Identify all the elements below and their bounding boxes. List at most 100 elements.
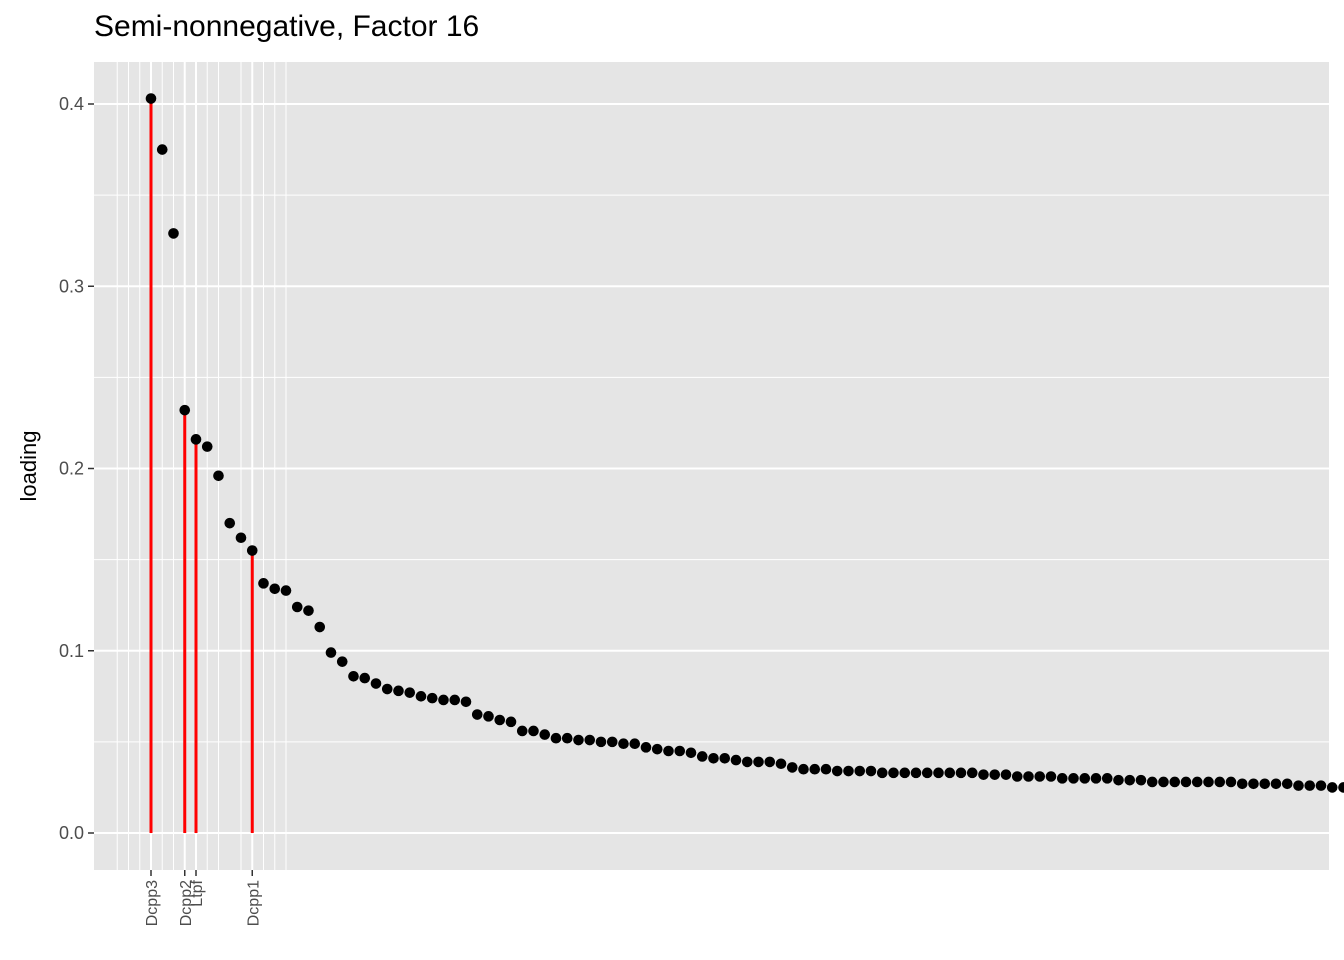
data-point bbox=[1180, 776, 1192, 788]
data-point bbox=[663, 745, 674, 757]
data-point bbox=[550, 732, 562, 744]
data-point bbox=[291, 601, 303, 613]
data-point bbox=[1000, 769, 1012, 780]
data-point bbox=[1011, 771, 1023, 782]
data-point bbox=[775, 758, 787, 770]
data-point bbox=[426, 692, 438, 704]
data-point bbox=[269, 583, 281, 595]
data-point bbox=[1304, 780, 1316, 791]
data-point bbox=[1169, 776, 1181, 788]
data-point bbox=[831, 765, 843, 777]
data-point bbox=[921, 767, 933, 779]
data-point bbox=[1203, 776, 1214, 788]
data-point bbox=[213, 470, 224, 482]
data-point bbox=[1270, 778, 1282, 790]
data-point bbox=[1225, 776, 1237, 788]
plot-panel bbox=[94, 62, 1329, 870]
data-point bbox=[314, 621, 326, 633]
data-point bbox=[933, 767, 944, 779]
data-point bbox=[1079, 773, 1091, 784]
x-tick-label-dcpp3: Dcpp3 bbox=[144, 880, 161, 926]
data-point bbox=[336, 656, 348, 667]
data-point bbox=[325, 647, 337, 658]
data-point bbox=[156, 144, 168, 155]
data-point bbox=[1293, 780, 1304, 791]
data-point bbox=[809, 763, 821, 775]
data-point bbox=[730, 754, 742, 766]
data-point bbox=[696, 751, 708, 762]
data-point bbox=[246, 545, 258, 556]
data-point bbox=[1023, 771, 1034, 782]
data-point bbox=[618, 738, 629, 749]
data-point bbox=[190, 434, 202, 445]
highlight-stems bbox=[149, 98, 254, 833]
data-point bbox=[1259, 778, 1271, 790]
data-point bbox=[415, 691, 427, 702]
data-point bbox=[854, 765, 866, 777]
data-point bbox=[764, 756, 776, 768]
data-point bbox=[798, 763, 809, 775]
data-point bbox=[786, 762, 798, 773]
data-point bbox=[1315, 780, 1327, 791]
data-point bbox=[505, 716, 517, 728]
data-point bbox=[516, 725, 528, 737]
data-point bbox=[235, 532, 247, 544]
y-tick-label: 0.1 bbox=[59, 641, 84, 661]
data-point bbox=[595, 736, 607, 748]
data-point bbox=[258, 578, 269, 589]
data-point bbox=[910, 767, 922, 779]
data-points bbox=[145, 93, 1344, 793]
data-point bbox=[145, 93, 157, 104]
data-point bbox=[1045, 771, 1057, 782]
data-point bbox=[629, 738, 641, 749]
data-point bbox=[1146, 776, 1158, 788]
data-point bbox=[1236, 778, 1248, 790]
data-point bbox=[460, 696, 472, 708]
y-tick-label: 0.4 bbox=[59, 94, 84, 114]
data-point bbox=[404, 687, 416, 698]
data-point bbox=[876, 767, 888, 779]
data-point bbox=[741, 756, 753, 768]
data-point bbox=[393, 685, 404, 697]
data-point bbox=[1068, 773, 1079, 784]
data-point bbox=[1158, 776, 1169, 788]
data-point bbox=[471, 709, 483, 720]
data-point bbox=[528, 725, 539, 737]
data-point bbox=[708, 752, 719, 764]
x-tick-label-dcpp1: Dcpp1 bbox=[245, 880, 262, 926]
data-point bbox=[370, 678, 382, 689]
data-point bbox=[179, 404, 191, 416]
data-point bbox=[820, 763, 832, 775]
data-point bbox=[606, 736, 618, 748]
y-tick-label: 0.3 bbox=[59, 276, 84, 296]
data-point bbox=[685, 747, 697, 759]
data-point bbox=[843, 765, 854, 777]
y-axis-ticks: 0.0 0.1 0.2 0.3 0.4 bbox=[59, 94, 94, 843]
data-point bbox=[955, 767, 967, 779]
data-point bbox=[978, 769, 989, 780]
data-point bbox=[494, 714, 506, 726]
x-tick-label-ltpf: Ltpf bbox=[189, 879, 206, 906]
data-point bbox=[584, 734, 596, 746]
minor-gridlines bbox=[94, 194, 1329, 743]
x-tick-label-dcpp2: Dcpp2 bbox=[178, 880, 195, 926]
data-point bbox=[280, 585, 292, 596]
data-point bbox=[539, 729, 551, 740]
data-point bbox=[1248, 778, 1259, 790]
data-point bbox=[674, 745, 686, 757]
data-point bbox=[1056, 773, 1068, 784]
chart-title: Semi-nonnegative, Factor 16 bbox=[94, 10, 480, 43]
y-tick-label: 0.0 bbox=[59, 823, 84, 843]
y-tick-label: 0.2 bbox=[59, 459, 84, 479]
data-point bbox=[348, 670, 359, 682]
data-point bbox=[1113, 774, 1124, 786]
y-axis-label: loading bbox=[16, 431, 41, 502]
data-point bbox=[438, 694, 449, 706]
data-point bbox=[640, 742, 652, 753]
data-point bbox=[168, 228, 179, 239]
data-point bbox=[483, 711, 494, 722]
data-point bbox=[1191, 776, 1203, 788]
data-point bbox=[899, 767, 911, 779]
